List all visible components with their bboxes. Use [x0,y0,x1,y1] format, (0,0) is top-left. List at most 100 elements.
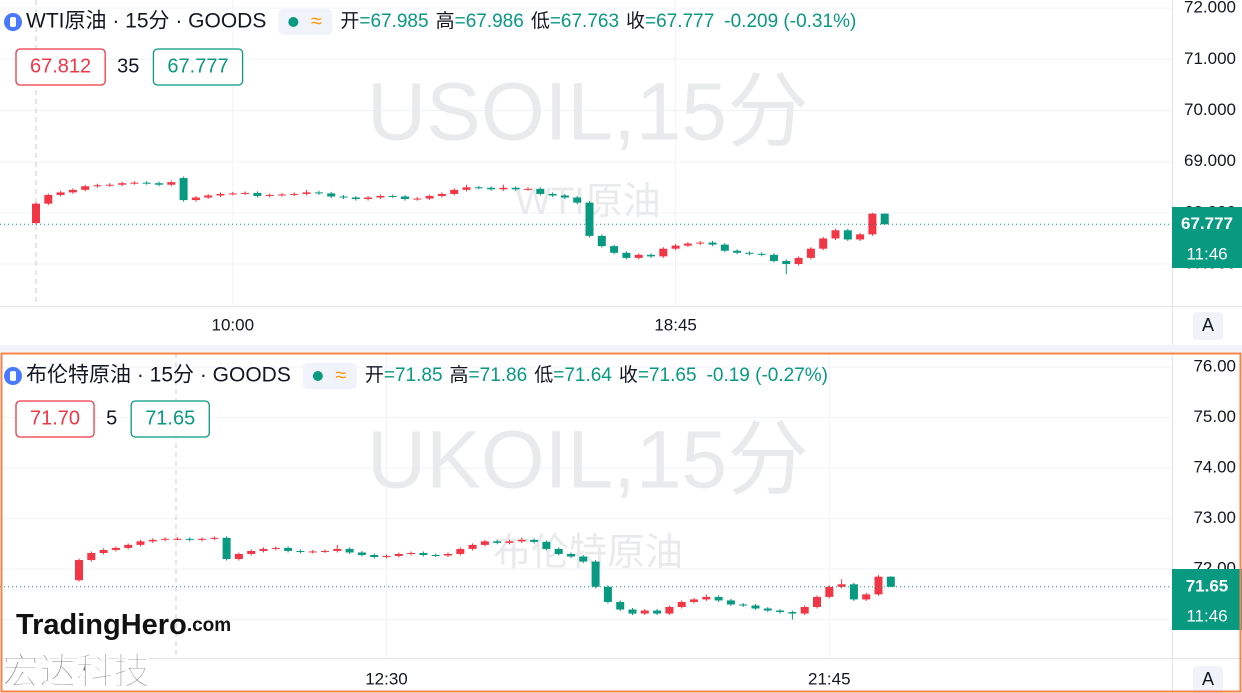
candle-body [837,584,846,587]
y-tick-label: 75.00 [1193,407,1236,426]
candle-body [394,553,403,556]
price-change: -0.209 (-0.31%) [724,11,856,32]
candle-body [419,552,428,555]
brand-name: TradingHero [16,609,187,641]
candle-body [634,254,643,258]
candle-body [44,194,53,204]
candle-body [308,551,317,553]
candle-body [93,185,102,187]
candle-body [333,548,342,551]
status-dot [288,17,299,27]
candle-body [714,596,723,601]
candle-body [413,198,422,200]
candle-body [388,195,397,197]
candle-body [647,254,655,257]
quote-button-frame[interactable] [152,48,244,86]
symbol-title[interactable]: WTI原油 · 15分 · GOODS [26,10,266,33]
y-tick-label: 74.00 [1193,458,1236,477]
candle-body [726,600,735,605]
candle-body [567,553,575,557]
auto-scale-button[interactable]: A [1202,669,1214,689]
quote-button-frame[interactable] [130,400,210,438]
pane-separator [0,345,1242,352]
candle-body [690,599,698,602]
candle-body [462,187,471,190]
ohlc-value: =71.85 [384,365,443,386]
candle-body [622,252,631,258]
candle-body [843,230,852,240]
candle-body [720,244,729,251]
y-tick-label: 72.000 [1184,0,1236,17]
candle-body [554,548,563,554]
candle-body [327,193,336,197]
candle-body [813,596,821,607]
candle-body [788,612,797,614]
overlay-watermark: 宏达科技 [2,651,150,692]
candle-body [450,189,459,194]
candle-body [167,182,176,185]
candle-body [782,260,791,265]
symbol-icon-inner [10,371,16,381]
candle-body [259,548,268,551]
candle-body [640,610,649,614]
candle-body [573,197,582,203]
candle-body [751,605,760,609]
candle-body [665,606,674,614]
countdown-label: 11:46 [1186,244,1227,263]
status-icon: ≈ [335,364,346,386]
candle-body [56,192,65,195]
brand-suffix: .com [187,615,231,636]
x-tick-label: 21:45 [808,669,851,688]
quote-button-frame[interactable] [15,48,106,86]
quote-button[interactable]: 67.777 [167,55,228,77]
candle-body [628,609,637,614]
candle-body [677,601,686,607]
candle-body [173,538,182,540]
candle-body [185,538,194,540]
brent-pane: 71.0072.0073.0074.0075.0076.0012:3021:45… [0,353,1242,693]
candle-body [825,586,834,597]
x-tick-label: 18:45 [654,315,697,334]
status-badge [302,363,357,389]
candle-body [530,539,539,542]
candle-body [683,243,692,246]
quote-button-frame[interactable] [15,400,95,438]
candle-body [800,606,809,614]
ohlc-label: 开 [340,11,359,32]
candle-body [708,242,717,245]
quote-button[interactable]: 67.812 [30,55,91,77]
candle-body [345,548,354,553]
candle-body [111,547,120,550]
symbol-title[interactable]: 布伦特原油 · 15分 · GOODS [26,364,291,387]
x-tick-label: 12:30 [365,669,408,688]
candle-body [296,550,305,552]
candle-body [87,552,96,561]
auto-scale-button-bg[interactable] [1193,312,1223,340]
y-tick-label: 69.000 [1184,151,1236,170]
y-tick-label: 73.00 [1193,508,1236,527]
candle-body [696,242,705,244]
auto-scale-button[interactable]: A [1202,315,1214,335]
quote-button[interactable]: 71.70 [30,407,80,429]
candle-body [99,549,108,553]
candle-body [616,601,625,610]
candle-body [819,238,828,249]
auto-scale-button-bg[interactable] [1193,666,1223,693]
candle-body [198,538,206,540]
ohlc-label: 低 [531,10,550,32]
candle-body [376,195,385,198]
candle-body [278,194,286,196]
candle-body [431,554,440,556]
candle-body [142,182,151,184]
candle-body [480,541,489,545]
candle-body [591,561,600,587]
symbol-icon-inner [10,17,16,27]
y-tick-label: 76.00 [1193,357,1236,376]
candle-body [105,184,114,186]
candle-body [610,246,619,253]
candle-body [474,187,483,189]
candle-body [560,195,569,198]
quote-button[interactable]: 71.65 [145,407,195,429]
candle-body [603,586,612,602]
candle-body [179,178,188,201]
